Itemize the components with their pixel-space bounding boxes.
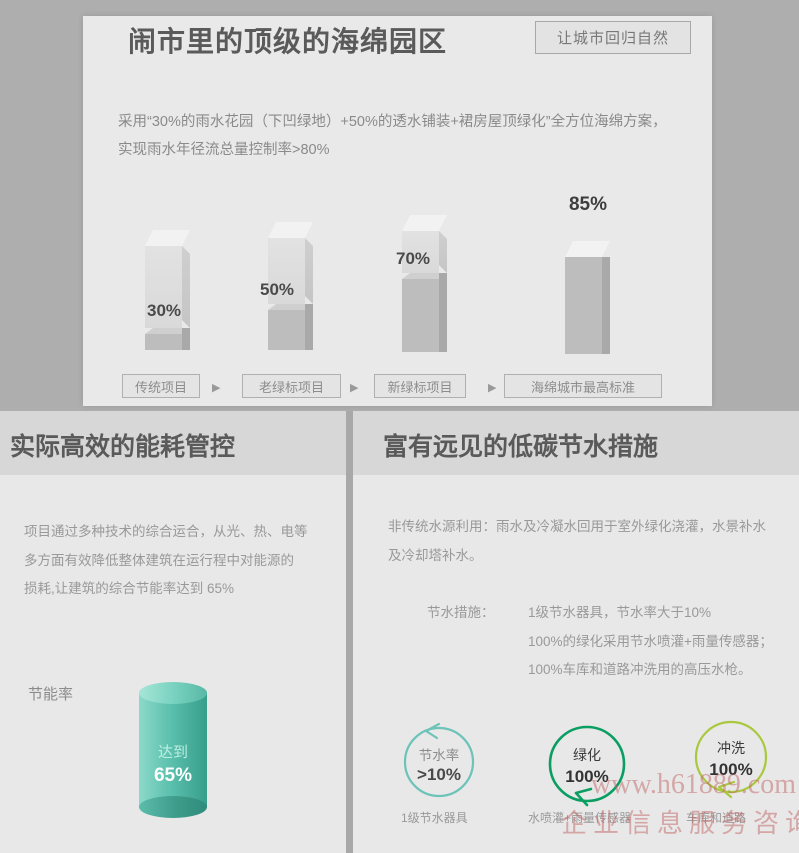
svg-text:65%: 65% (154, 765, 192, 786)
svg-text:冲洗: 冲洗 (717, 740, 745, 756)
svg-text:达到: 达到 (158, 744, 188, 761)
svg-text:绿化: 绿化 (573, 747, 601, 763)
svg-text:节水率: 节水率 (419, 747, 460, 763)
svg-text:>10%: >10% (417, 765, 461, 784)
